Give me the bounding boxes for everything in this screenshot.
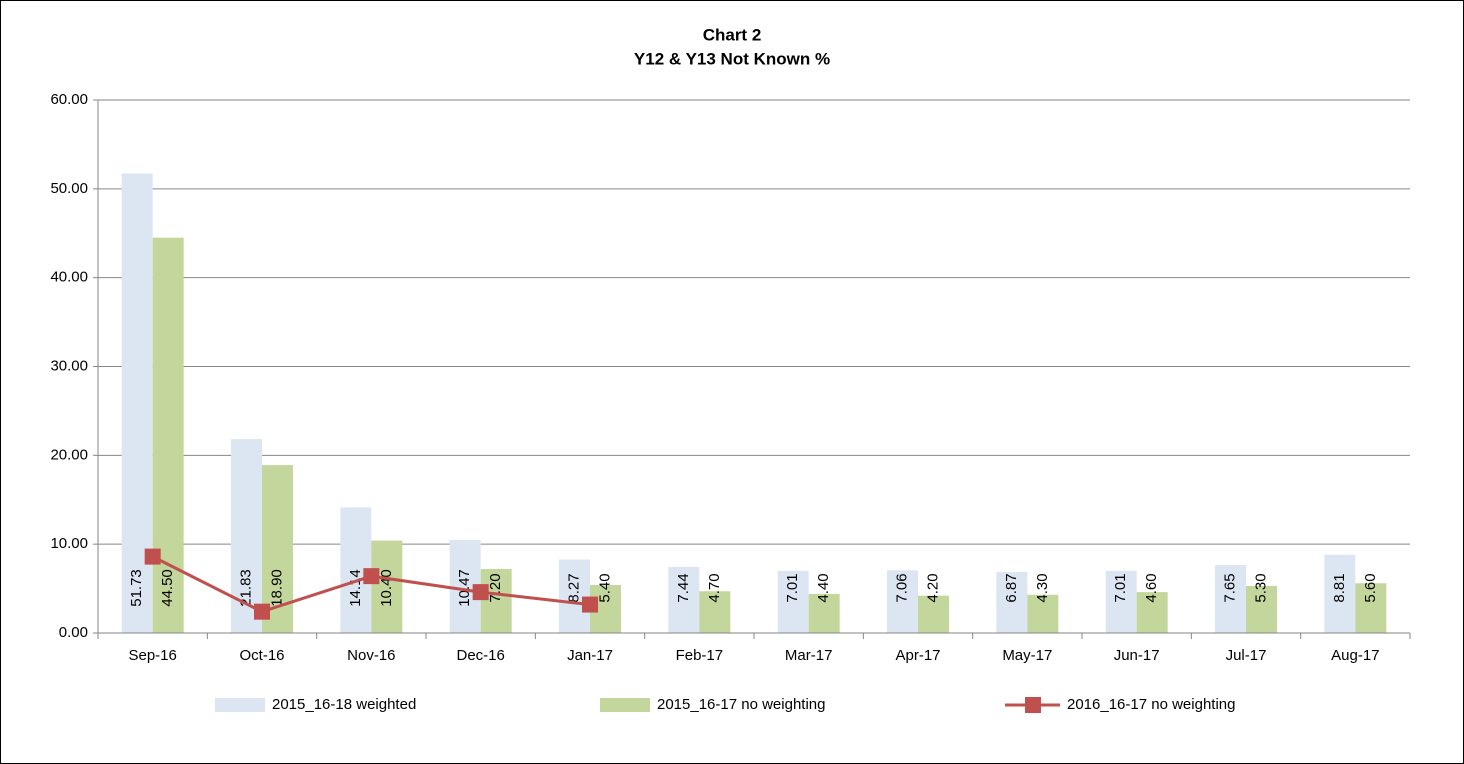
x-tick-label: Jan-17 [567,647,613,664]
x-tick-label: Feb-17 [676,647,724,664]
line-marker [144,548,161,565]
data-label: 7.06 [893,573,910,602]
bar [152,237,184,634]
line-marker [582,596,598,613]
data-label: 8.27 [565,573,582,602]
legend-swatch [215,698,265,712]
x-tick-label: Jul-17 [1226,647,1267,664]
data-label: 8.81 [1331,573,1348,602]
chart-title: Chart 2 [703,25,762,44]
data-label: 7.44 [675,573,692,602]
x-tick-label: Dec-16 [456,647,504,664]
data-label: 5.40 [596,573,613,602]
bar [777,570,809,633]
y-tick-label: 20.00 [50,446,88,463]
x-tick-label: Apr-17 [895,647,940,664]
y-tick-label: 10.00 [50,535,88,552]
bar [1324,554,1356,633]
data-label: 4.70 [706,573,723,602]
y-tick-label: 30.00 [50,357,88,374]
legend-swatch [1025,697,1041,713]
x-tick-label: Mar-17 [785,647,833,664]
bar [1215,565,1246,633]
bar [668,566,700,633]
bar [808,593,840,633]
bar [1105,570,1137,633]
y-tick-label: 60.00 [50,91,88,108]
x-tick-label: Sep-16 [128,647,176,664]
chart-subtitle: Y12 & Y13 Not Known % [634,49,830,68]
x-tick-label: May-17 [1002,647,1052,664]
y-tick-label: 0.00 [59,624,88,641]
x-tick-label: Jun-17 [1114,647,1160,664]
line-marker [363,568,380,585]
data-label: 7.20 [487,573,504,602]
data-label: 21.83 [237,569,254,607]
data-label: 7.65 [1221,573,1238,602]
data-label: 5.60 [1362,573,1379,602]
bar [231,439,262,633]
x-tick-label: Aug-17 [1331,647,1379,664]
data-label: 7.01 [784,573,801,602]
data-label: 4.20 [924,573,941,602]
data-label: 7.01 [1112,573,1129,602]
data-label: 6.87 [1003,573,1020,602]
line-marker [254,603,270,620]
legend-swatch [600,698,650,712]
bar [1246,585,1277,633]
bar [699,591,731,633]
data-label: 5.30 [1252,573,1269,602]
bar [918,595,949,633]
legend-label: 2015_16-18 weighted [272,696,416,713]
data-label: 51.73 [128,569,145,607]
bar [1136,592,1168,633]
y-tick-label: 40.00 [50,269,88,286]
data-label: 10.40 [378,569,395,607]
data-label: 4.60 [1143,573,1160,602]
data-label: 10.47 [456,569,473,607]
bar [887,570,918,633]
bar [1355,583,1387,633]
line-marker [472,584,489,601]
data-label: 4.30 [1034,573,1051,602]
bar [1027,594,1059,633]
data-label: 44.50 [159,569,176,607]
bar [371,540,403,633]
x-tick-label: Nov-16 [347,647,395,664]
data-label: 4.40 [815,573,832,602]
bar [480,569,512,633]
bar [996,571,1028,633]
y-tick-label: 50.00 [50,180,88,197]
legend-label: 2015_16-17 no weighting [657,696,825,713]
bar [559,559,590,633]
data-label: 14.14 [347,569,364,607]
legend-label: 2016_16-17 no weighting [1067,696,1235,713]
x-tick-label: Oct-16 [239,647,284,664]
data-label: 18.90 [268,569,285,607]
